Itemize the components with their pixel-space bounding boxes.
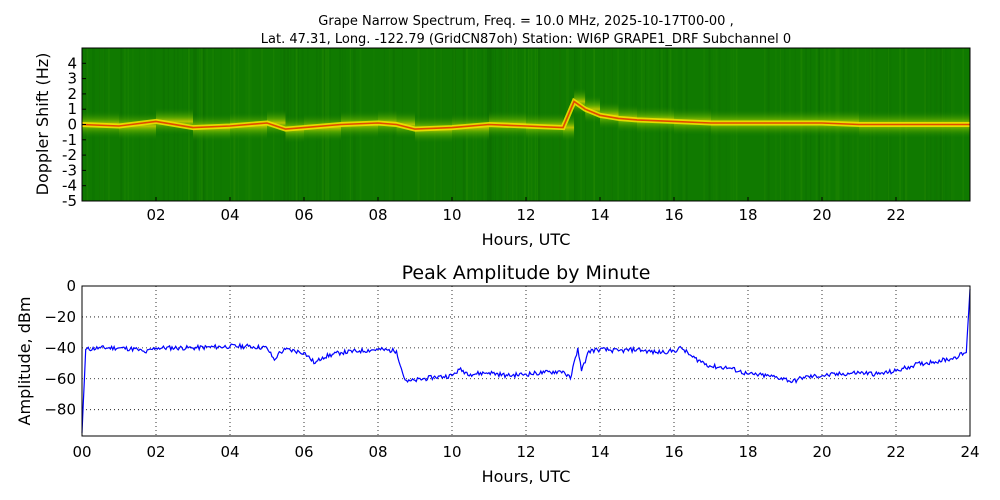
spectrogram-x-tick-label: 16 bbox=[664, 206, 683, 224]
spectrogram-texture-streak bbox=[574, 48, 575, 201]
spectrogram-y-tick-label: -2 bbox=[62, 146, 77, 164]
spectrogram-y-tick-label: -1 bbox=[62, 131, 77, 149]
spectrogram-y-tick-label: 1 bbox=[67, 100, 77, 118]
spectrogram-x-tick-label: 12 bbox=[516, 206, 535, 224]
amplitude-panel: Peak Amplitude by Minute 00 02 04 06 08 10 12 1… bbox=[15, 262, 980, 486]
amplitude-y-tick-label: 0 bbox=[66, 277, 76, 295]
spectrogram-y-tick-label: 0 bbox=[67, 116, 77, 134]
spectrogram-energy-band bbox=[574, 87, 586, 116]
spectrogram-x-axis-label: Hours, UTC bbox=[482, 230, 571, 249]
amplitude-series-line bbox=[81, 289, 971, 433]
amplitude-y-tick-label: −60 bbox=[44, 370, 76, 388]
amplitude-x-tick-label: 12 bbox=[516, 443, 535, 461]
spectrogram-carrier-trace bbox=[81, 100, 970, 130]
amplitude-y-tick-label: −20 bbox=[44, 308, 76, 326]
spectrogram-texture-streak bbox=[576, 48, 578, 201]
spectrogram-texture-streak bbox=[580, 48, 582, 201]
amplitude-x-tick-label: 20 bbox=[812, 443, 831, 461]
amplitude-x-tick-label: 00 bbox=[72, 443, 91, 461]
spectrogram-x-tick-label: 06 bbox=[294, 206, 313, 224]
spectrogram-x-ticks: 02 04 06 08 10 12 14 16 18 20 22 bbox=[146, 197, 906, 224]
spectrogram-y-axis-label: Doppler Shift (Hz) bbox=[33, 53, 52, 196]
spectrogram-x-tick-label: 22 bbox=[886, 206, 905, 224]
spectrogram-y-tick-label: 4 bbox=[67, 54, 77, 72]
amplitude-y-tick-label: −80 bbox=[44, 401, 76, 419]
spectrogram-texture-streak bbox=[585, 48, 586, 201]
amplitude-y-tick-label: −40 bbox=[44, 339, 76, 357]
spectrogram-x-tick-label: 14 bbox=[590, 206, 609, 224]
amplitude-x-tick-label: 06 bbox=[294, 443, 313, 461]
spectrogram-y-tick-label: -4 bbox=[62, 177, 77, 195]
amplitude-chart-title: Peak Amplitude by Minute bbox=[402, 262, 651, 284]
amplitude-x-tick-label: 22 bbox=[886, 443, 905, 461]
amplitude-x-tick-label: 16 bbox=[664, 443, 683, 461]
spectrogram-texture-streak bbox=[594, 48, 596, 201]
spectrogram-y-tick-label: 2 bbox=[67, 85, 77, 103]
spectrogram-x-tick-label: 04 bbox=[220, 206, 239, 224]
spectrogram-energy-band bbox=[563, 113, 575, 142]
amplitude-x-tick-label: 04 bbox=[220, 443, 239, 461]
spectrogram-x-tick-label: 20 bbox=[812, 206, 831, 224]
amplitude-x-tick-label: 02 bbox=[146, 443, 165, 461]
spectrogram-x-tick-label: 02 bbox=[146, 206, 165, 224]
amplitude-y-ticks: 0 −20 −40 −60 −80 bbox=[44, 277, 76, 419]
amplitude-x-tick-label: 10 bbox=[442, 443, 461, 461]
spectrogram-y-tick-label: -3 bbox=[62, 161, 77, 179]
amplitude-y-axis-label: Amplitude, dBm bbox=[15, 297, 34, 426]
spectrogram-marks bbox=[81, 48, 970, 201]
amplitude-x-tick-label: 24 bbox=[960, 443, 979, 461]
amplitude-x-axis-label: Hours, UTC bbox=[482, 467, 571, 486]
spectrogram-x-tick-label: 10 bbox=[442, 206, 461, 224]
amplitude-x-tick-label: 08 bbox=[368, 443, 387, 461]
spectrogram-texture-streak bbox=[574, 48, 576, 201]
spectrogram-y-tick-label: 3 bbox=[67, 70, 77, 88]
amplitude-x-tick-label: 14 bbox=[590, 443, 609, 461]
spectrogram-x-tick-label: 08 bbox=[368, 206, 387, 224]
amplitude-frame bbox=[81, 285, 971, 437]
figure-title-line-1: Grape Narrow Spectrum, Freq. = 10.0 MHz,… bbox=[318, 14, 733, 29]
figure-title-line-2: Lat. 47.31, Long. -122.79 (GridCN87oh) S… bbox=[261, 32, 791, 47]
amplitude-x-tick-label: 18 bbox=[738, 443, 757, 461]
spectrogram-x-tick-label: 18 bbox=[738, 206, 757, 224]
amplitude-plot-area bbox=[82, 286, 970, 436]
spectrogram-texture-streak bbox=[593, 48, 596, 201]
spectrogram-y-tick-label: -5 bbox=[62, 192, 77, 210]
amplitude-x-ticks: 00 02 04 06 08 10 12 14 16 18 20 22 24 bbox=[72, 443, 979, 461]
